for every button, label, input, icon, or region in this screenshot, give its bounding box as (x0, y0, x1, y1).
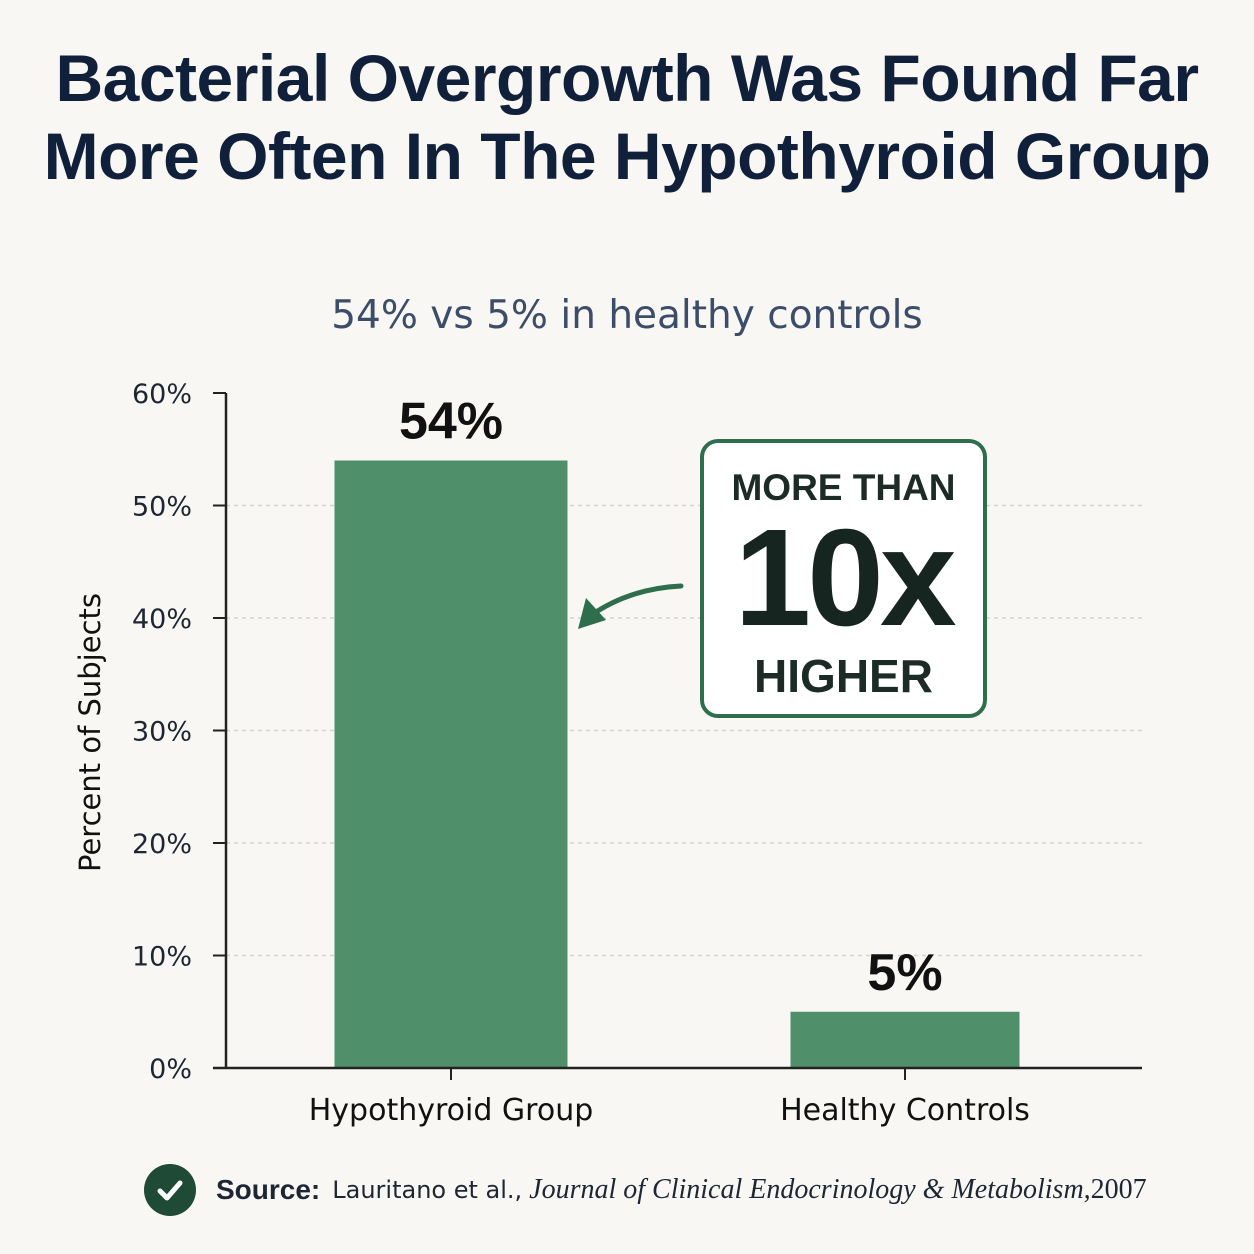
chart-title: Bacterial Overgrowth Was Found Far More … (43, 41, 1211, 193)
y-tick-label: 0% (149, 1054, 192, 1085)
labels: 0% 10% 20% 30% 40% 50% 60% 54% Hypothyroid Group… (73, 379, 1030, 1128)
y-axis-title: Percent of Subjects (73, 593, 107, 872)
y-tick-label: 40% (132, 604, 192, 635)
bars (334, 460, 1020, 1068)
y-tick-label: 10% (132, 942, 192, 973)
comparison-callout: MORE THAN 10x HIGHER (700, 439, 987, 718)
bar-value-label: 5% (867, 944, 942, 1002)
source-label: Source: (216, 1174, 321, 1205)
callout-arrow (587, 583, 684, 619)
y-tick-label: 60% (132, 379, 192, 410)
x-category-label: Hypothyroid Group (309, 1093, 594, 1128)
source-citation: Source: Lauritano et al., Journal of Cli… (144, 1162, 1147, 1218)
y-tick-label: 30% (132, 717, 192, 748)
bar-value-label: 54% (399, 393, 503, 451)
source-journal: Journal of Clinical Endocrinology & Meta… (529, 1174, 1091, 1205)
bar-healthy-controls (790, 1011, 1020, 1068)
callout-line-3: HIGHER (754, 650, 933, 702)
callout-arrowhead (578, 598, 606, 629)
y-tick-label: 20% (132, 829, 192, 860)
callout-line-1: MORE THAN (731, 467, 956, 508)
chart-subtitle: 54% vs 5% in healthy controls (331, 293, 923, 338)
check-circle-icon (144, 1164, 196, 1216)
source-authors: Lauritano et al., (332, 1176, 523, 1204)
y-tick-label: 50% (132, 492, 192, 523)
bar-hypothyroid-group (334, 460, 568, 1068)
source-year: 2007 (1090, 1174, 1147, 1205)
axes (213, 392, 1142, 1080)
x-category-label: Healthy Controls (780, 1093, 1030, 1128)
callout-multiplier: 10x (734, 501, 956, 655)
